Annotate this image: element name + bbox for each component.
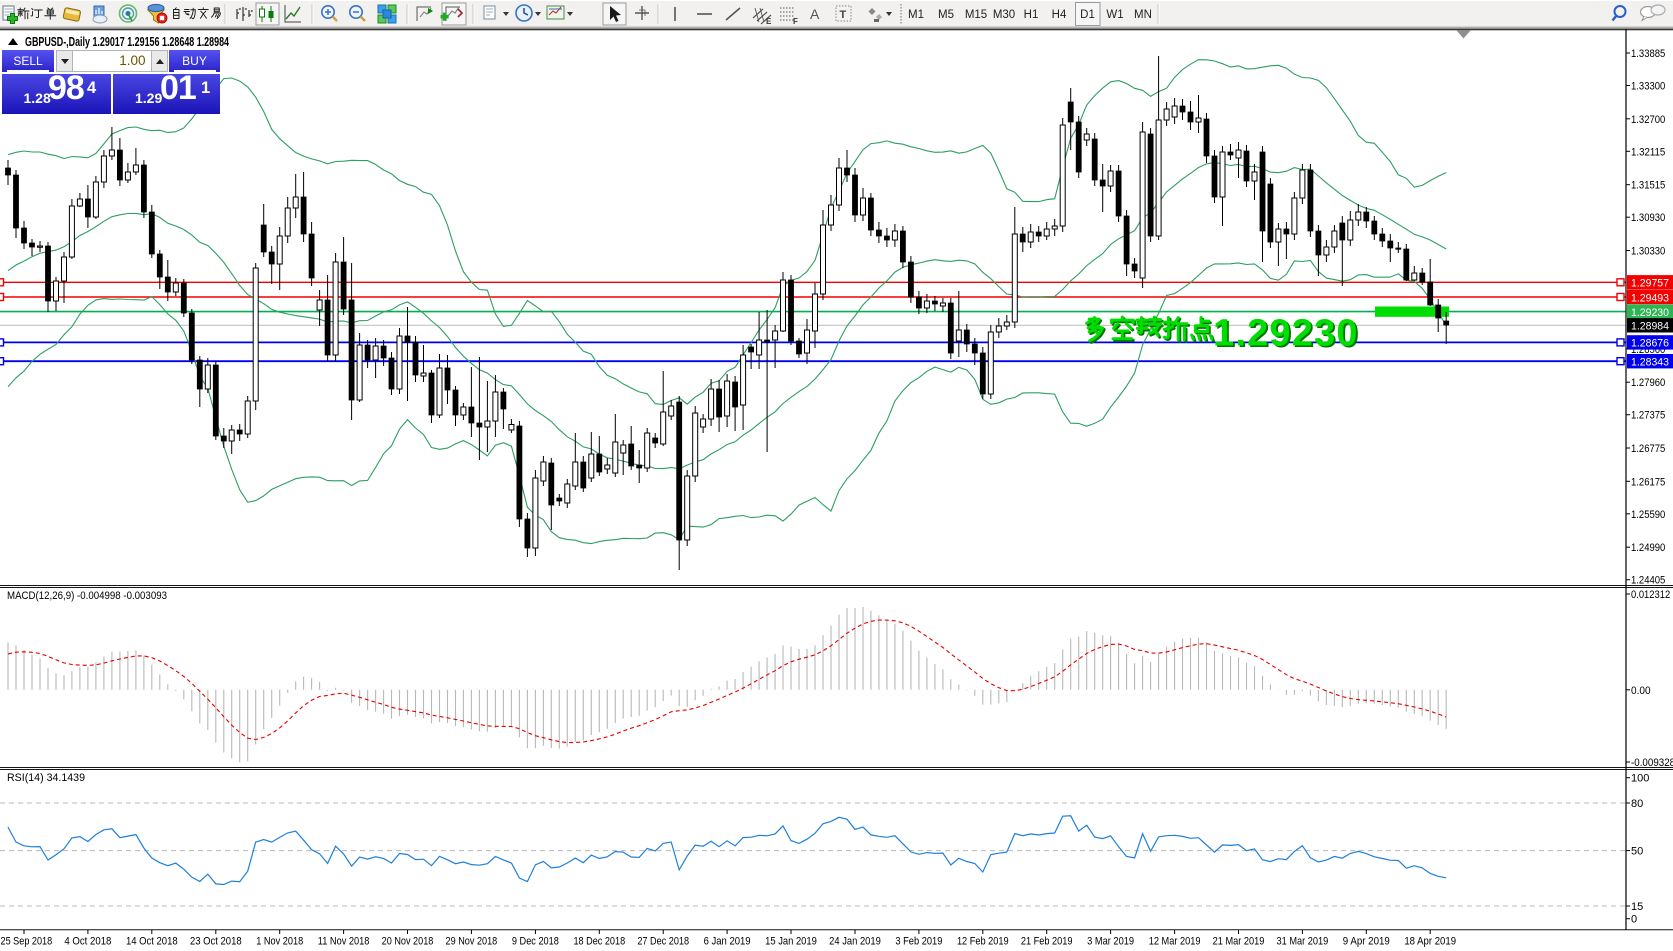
svg-text:1.24990: 1.24990	[1631, 542, 1665, 554]
svg-text:-0.009328: -0.009328	[1631, 757, 1673, 769]
svg-text:24 Jan 2019: 24 Jan 2019	[829, 936, 881, 948]
svg-text:20 Nov 2018: 20 Nov 2018	[382, 936, 434, 948]
svg-text:1.29230: 1.29230	[1631, 307, 1669, 319]
svg-text:M15: M15	[965, 9, 987, 21]
svg-text:1.24405: 1.24405	[1631, 575, 1665, 587]
svg-text:21 Mar 2019: 21 Mar 2019	[1213, 936, 1265, 948]
svg-text:80: 80	[1631, 798, 1643, 810]
svg-text:23 Oct 2018: 23 Oct 2018	[190, 936, 242, 948]
svg-text:1.31515: 1.31515	[1631, 180, 1665, 192]
svg-text:MACD(12,26,9) -0.004998 -0.003: MACD(12,26,9) -0.004998 -0.003093	[7, 590, 167, 602]
svg-text:1.29493: 1.29493	[1631, 292, 1669, 304]
svg-text:F: F	[793, 17, 798, 26]
svg-text:H4: H4	[1052, 9, 1067, 21]
svg-text:1.29757: 1.29757	[1631, 278, 1669, 290]
svg-text:0: 0	[1631, 914, 1637, 926]
svg-text:1.30330: 1.30330	[1631, 246, 1665, 258]
svg-text:15 Jan 2019: 15 Jan 2019	[765, 936, 817, 948]
svg-text:100: 100	[1631, 773, 1649, 785]
svg-text:12 Mar 2019: 12 Mar 2019	[1149, 936, 1201, 948]
svg-text:M5: M5	[938, 9, 954, 21]
svg-text:21 Feb 2019: 21 Feb 2019	[1021, 936, 1073, 948]
svg-text:1.27375: 1.27375	[1631, 410, 1665, 422]
svg-text:1.28676: 1.28676	[1631, 338, 1669, 350]
svg-text:29 Nov 2018: 29 Nov 2018	[446, 936, 498, 948]
svg-text:1.30930: 1.30930	[1631, 212, 1665, 224]
svg-text:W1: W1	[1106, 9, 1123, 21]
svg-text:H1: H1	[1024, 9, 1039, 21]
svg-text:GBPUSD-,Daily 1.29017 1.29156: GBPUSD-,Daily 1.29017 1.29156 1.28648 1.…	[25, 35, 229, 49]
svg-text:1 Nov 2018: 1 Nov 2018	[256, 936, 303, 948]
svg-text:31 Mar 2019: 31 Mar 2019	[1277, 936, 1329, 948]
svg-text:11 Nov 2018: 11 Nov 2018	[318, 936, 370, 948]
svg-text:14 Oct 2018: 14 Oct 2018	[126, 936, 178, 948]
svg-text:1.28343: 1.28343	[1631, 357, 1669, 369]
svg-text:MN: MN	[1134, 9, 1152, 21]
svg-text:50: 50	[1631, 846, 1643, 858]
svg-text:1.29230: 1.29230	[1213, 313, 1359, 355]
svg-text:18 Apr 2019: 18 Apr 2019	[1404, 936, 1456, 948]
svg-text:12 Feb 2019: 12 Feb 2019	[957, 936, 1009, 948]
svg-text:T: T	[840, 9, 847, 21]
svg-text:1.27960: 1.27960	[1631, 377, 1665, 389]
svg-text:9 Dec 2018: 9 Dec 2018	[512, 936, 559, 948]
svg-text:1.28984: 1.28984	[1631, 321, 1669, 333]
svg-text:3 Feb 2019: 3 Feb 2019	[895, 936, 942, 948]
svg-text:1.26175: 1.26175	[1631, 476, 1665, 488]
svg-text:M1: M1	[908, 9, 924, 21]
svg-text:9 Apr 2019: 9 Apr 2019	[1343, 936, 1390, 948]
svg-text:4 Oct 2018: 4 Oct 2018	[64, 936, 111, 948]
svg-text:1.32115: 1.32115	[1631, 146, 1665, 158]
svg-text:M30: M30	[993, 9, 1015, 21]
svg-text:15: 15	[1631, 901, 1643, 913]
svg-text:1.33300: 1.33300	[1631, 81, 1665, 93]
svg-text:1.25590: 1.25590	[1631, 509, 1665, 521]
svg-text:27 Dec 2018: 27 Dec 2018	[637, 936, 689, 948]
svg-text:1.32700: 1.32700	[1631, 114, 1665, 126]
svg-text:1.33885: 1.33885	[1631, 48, 1665, 60]
svg-text:D1: D1	[1080, 9, 1095, 21]
svg-text:1.26775: 1.26775	[1631, 443, 1665, 455]
svg-text:25 Sep 2018: 25 Sep 2018	[1, 936, 53, 948]
svg-text:18 Dec 2018: 18 Dec 2018	[573, 936, 625, 948]
svg-text:1.29230: 1.29230	[1215, 314, 1361, 356]
svg-text:E: E	[766, 17, 772, 26]
svg-text:A: A	[810, 6, 820, 22]
svg-text:RSI(14) 34.1439: RSI(14) 34.1439	[7, 772, 85, 784]
svg-text:3 Mar 2019: 3 Mar 2019	[1087, 936, 1134, 948]
svg-text:0.012312: 0.012312	[1631, 589, 1670, 601]
svg-text:0.00: 0.00	[1631, 685, 1651, 697]
svg-text:6 Jan 2019: 6 Jan 2019	[704, 936, 751, 948]
